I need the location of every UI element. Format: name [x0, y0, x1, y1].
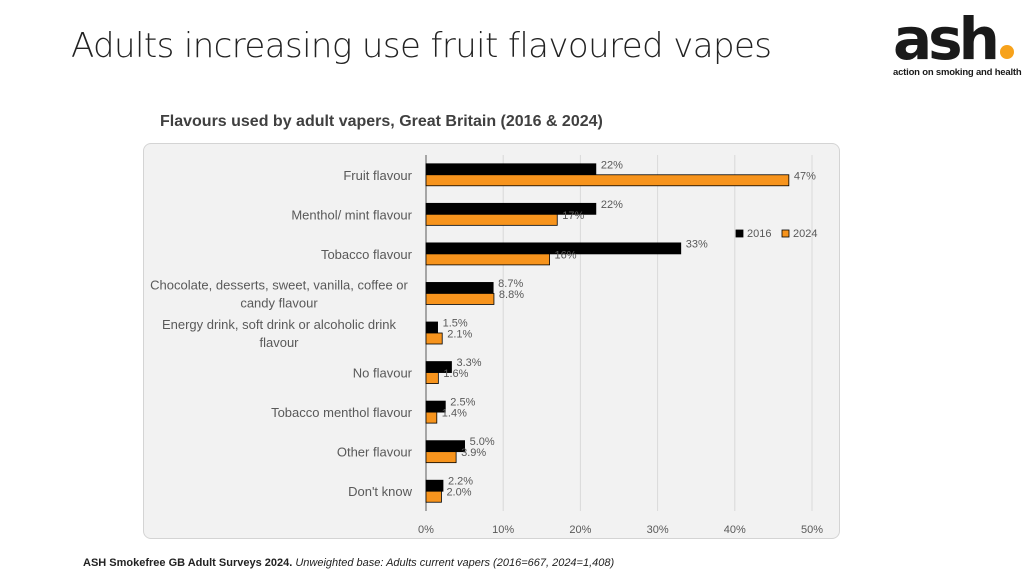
logo-wordmark: ash [893, 10, 1015, 68]
category-label: Fruit flavour [343, 168, 412, 183]
logo-wordmark-text: ash [893, 5, 1000, 73]
category-label: Energy drink, soft drink or alcoholic dr… [162, 317, 397, 332]
x-tick-label: 0% [418, 524, 434, 536]
source-bold: ASH Smokefree GB Adult Surveys 2024. [83, 557, 293, 569]
x-tick-label: 50% [801, 524, 823, 536]
category-label: flavour [259, 335, 299, 350]
data-label-2016: 8.7% [498, 278, 523, 290]
data-label-2024: 2.0% [446, 487, 471, 499]
x-tick-label: 30% [647, 524, 669, 536]
source-note: ASH Smokefree GB Adult Surveys 2024. Unw… [83, 557, 614, 569]
bar-chart: 0% 10% 20% 30% 40% 50% 22% 47% Fruit flavour 22% 1… [150, 155, 823, 536]
data-label-2024: 8.8% [499, 289, 524, 301]
bar-2016 [425, 440, 465, 453]
data-label-2016: 33% [686, 238, 708, 250]
bar-2024 [425, 293, 495, 305]
logo-dot-icon [999, 45, 1014, 59]
category-label: Chocolate, desserts, sweet, vanilla, cof… [150, 277, 408, 292]
bar-2024 [425, 332, 443, 345]
bar-2024 [425, 451, 457, 464]
data-label-2024: 17% [562, 210, 584, 222]
category-label: Other flavour [337, 445, 413, 460]
ash-logo: ash action on smoking and health [893, 10, 1022, 78]
bar-2024 [425, 174, 790, 187]
x-tick-label: 40% [724, 524, 746, 536]
category-label: Tobacco menthol flavour [271, 405, 413, 420]
data-label-2024: 16% [555, 249, 577, 261]
data-label-2016: 2.2% [448, 476, 473, 488]
legend-label-2024: 2024 [793, 228, 817, 240]
bar-2024 [425, 490, 442, 503]
data-label-2024: 1.6% [443, 368, 468, 380]
category-label: No flavour [353, 366, 413, 381]
data-label-2024: 3.9% [461, 447, 486, 459]
legend-swatch-2016 [735, 229, 744, 238]
bar-2024 [425, 253, 550, 266]
bar-2016 [425, 282, 494, 294]
data-label-2024: 47% [794, 170, 816, 182]
bar-2016 [425, 242, 682, 255]
bar-2016 [425, 479, 444, 492]
category-label: Menthol/ mint flavour [291, 207, 412, 222]
x-tick-label: 20% [569, 524, 591, 536]
chart-panel: 0% 10% 20% 30% 40% 50% 22% 47% Fruit flavour 22% 1… [143, 143, 840, 539]
data-label-2016: 3.3% [456, 357, 481, 369]
bar-2024 [425, 372, 439, 384]
data-label-2016: 2.5% [450, 397, 475, 409]
legend-swatch-2024 [781, 229, 790, 238]
bar-2024 [425, 213, 558, 226]
data-label-2024: 1.4% [442, 408, 467, 420]
logo-tagline: action on smoking and health [893, 67, 1022, 78]
legend-label-2016: 2016 [747, 228, 771, 240]
x-tick-label: 10% [492, 524, 514, 536]
slide-title: Adults increasing use fruit flavoured va… [71, 26, 772, 66]
bar-2016 [425, 321, 438, 334]
data-label-2016: 22% [601, 199, 623, 211]
data-label-2016: 1.5% [443, 318, 468, 330]
data-label-2016: 22% [601, 159, 623, 171]
data-label-2024: 2.1% [447, 329, 472, 341]
category-label: Don't know [348, 484, 413, 499]
data-label-2016: 5.0% [470, 436, 495, 448]
category-label: Tobacco flavour [321, 247, 413, 262]
category-label: candy flavour [240, 295, 318, 310]
bar-2024 [425, 411, 438, 424]
bar-2016 [425, 163, 597, 176]
source-italic: Unweighted base: Adults current vapers (… [295, 557, 615, 569]
chart-title: Flavours used by adult vapers, Great Bri… [160, 113, 603, 130]
